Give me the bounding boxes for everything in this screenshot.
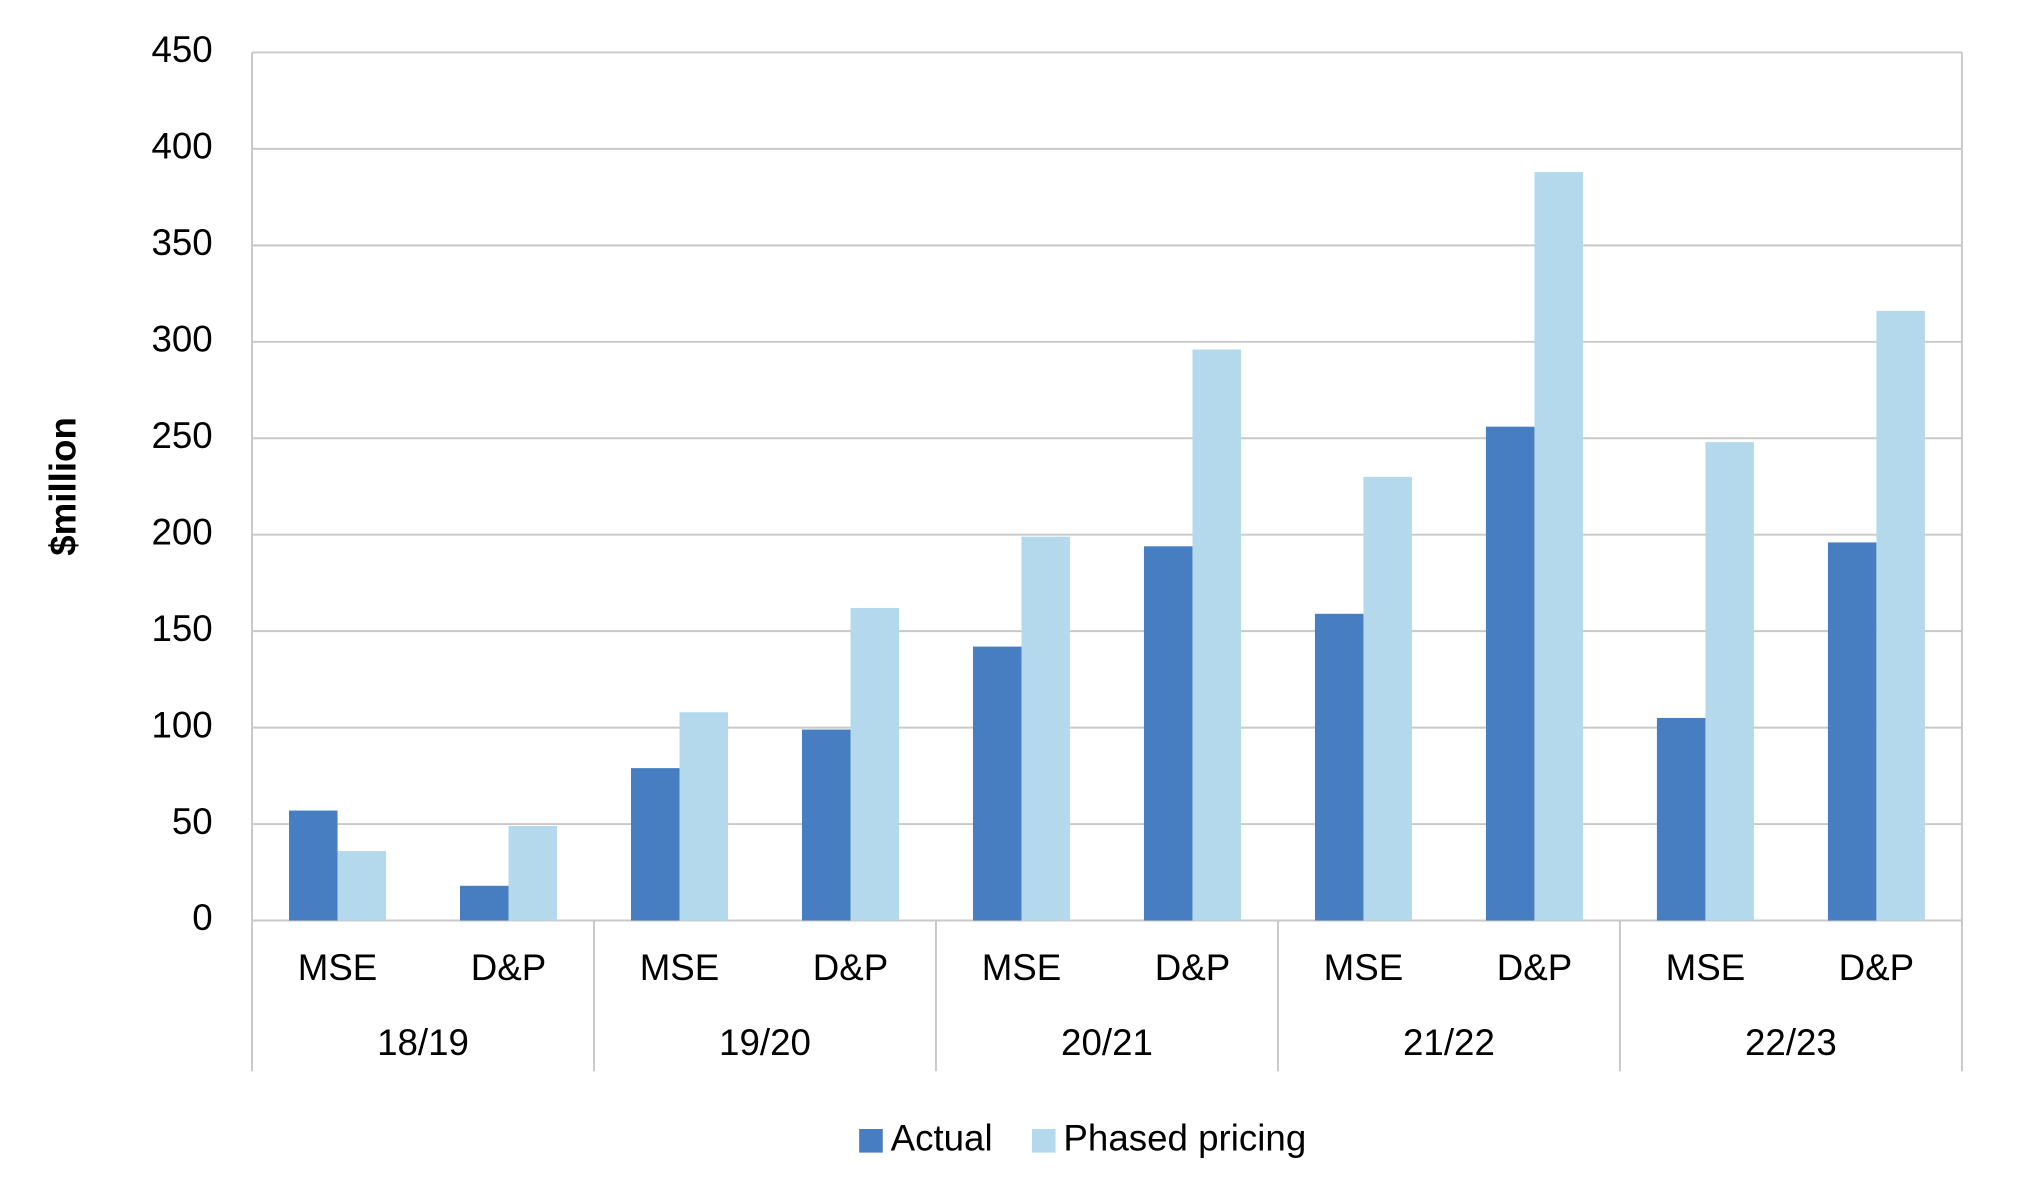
y-tick-label: 400 <box>151 126 212 167</box>
bar <box>1021 536 1070 921</box>
y-tick-label: 150 <box>151 608 212 649</box>
group-label: 19/20 <box>719 1022 811 1063</box>
x-tick-label: D&P <box>1497 947 1572 988</box>
bar <box>1485 426 1535 921</box>
x-tick-label: D&P <box>471 947 546 988</box>
x-tick-label: MSE <box>982 947 1062 988</box>
bar <box>1192 349 1241 921</box>
legend-swatch <box>1031 1128 1056 1153</box>
bar <box>1314 613 1364 921</box>
x-tick-label: D&P <box>1839 947 1914 988</box>
bar <box>337 851 387 921</box>
y-tick-label: 350 <box>151 222 212 263</box>
y-tick-label: 200 <box>151 511 212 552</box>
x-tick-label: D&P <box>813 947 888 988</box>
bar <box>801 729 851 921</box>
y-tick-label: 250 <box>151 415 212 456</box>
group-label: 18/19 <box>377 1022 469 1063</box>
x-tick-label: MSE <box>1666 947 1746 988</box>
legend-label: Phased pricing <box>1063 1117 1306 1158</box>
group-label: 22/23 <box>1745 1022 1837 1063</box>
y-tick-label: 450 <box>151 29 212 70</box>
bar <box>1827 542 1877 921</box>
y-tick-label: 0 <box>192 897 212 938</box>
bar <box>289 810 338 921</box>
legend-swatch <box>859 1128 883 1153</box>
bar <box>508 825 558 921</box>
bar <box>972 646 1022 921</box>
y-axis-label: $million <box>43 417 84 556</box>
x-tick-label: MSE <box>640 947 720 988</box>
bar <box>1534 172 1583 921</box>
bar <box>679 712 729 921</box>
legend-label: Actual <box>891 1117 993 1158</box>
bar <box>1876 310 1925 921</box>
y-tick-label: 100 <box>151 704 212 745</box>
bar <box>460 885 509 921</box>
x-tick-label: MSE <box>1324 947 1404 988</box>
bar <box>850 608 900 921</box>
bar <box>1363 476 1412 921</box>
group-label: 20/21 <box>1061 1022 1153 1063</box>
x-tick-label: MSE <box>298 947 378 988</box>
group-label: 21/22 <box>1403 1022 1495 1063</box>
y-tick-label: 50 <box>172 801 213 842</box>
bar <box>1656 717 1706 921</box>
bar <box>630 768 680 921</box>
y-tick-label: 300 <box>151 319 212 360</box>
bar <box>1143 546 1193 921</box>
bar <box>1705 442 1754 921</box>
x-tick-label: D&P <box>1155 947 1230 988</box>
